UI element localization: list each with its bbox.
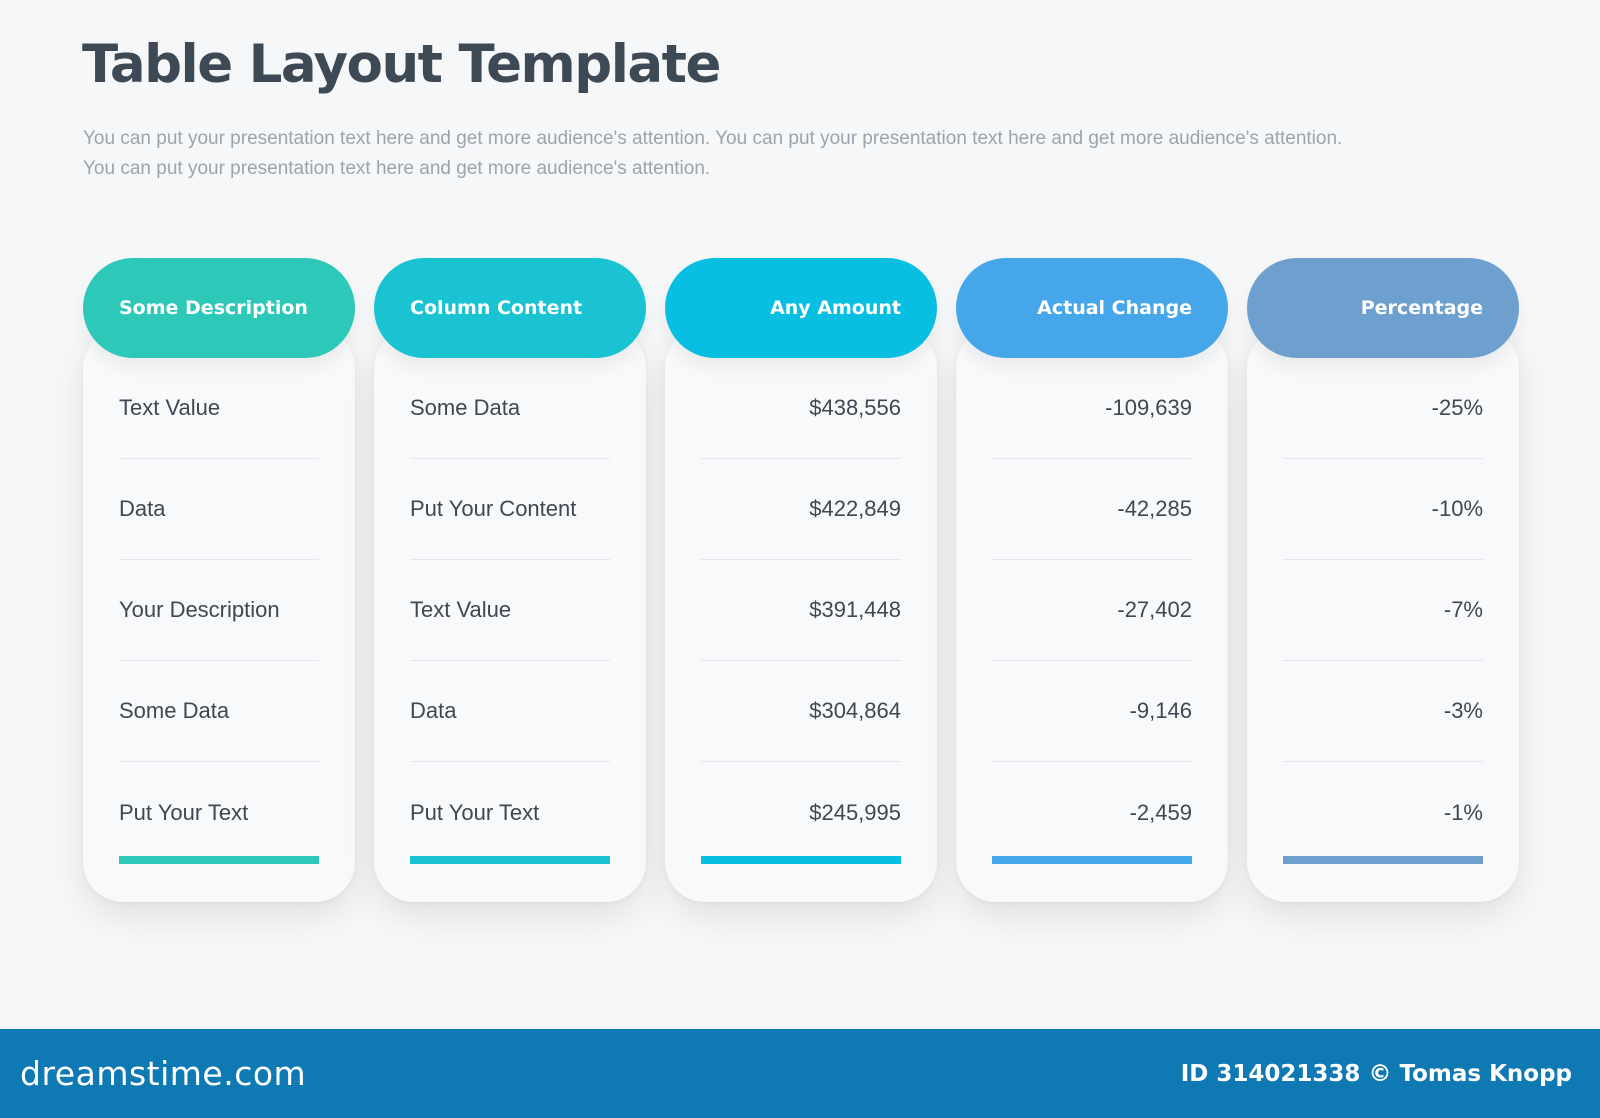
table-cell: Some Data [410,358,610,459]
table-cell: Your Description [119,560,319,661]
column-percentage: Percentage -25% -10% -7% -3% -1% [1247,258,1519,902]
table-cell: -3% [1283,661,1483,762]
table-cell: Data [410,661,610,762]
column-column-content: Column Content Some Data Put Your Conten… [374,258,646,902]
column-any-amount: Any Amount $438,556 $422,849 $391,448 $3… [665,258,937,902]
accent-bar [1283,856,1483,864]
table-cell: Put Your Content [410,459,610,560]
table-cell: $422,849 [701,459,901,560]
column-card [83,328,355,902]
table-cell: -10% [1283,459,1483,560]
table-cell: -42,285 [992,459,1192,560]
table-cell: Text Value [119,358,319,459]
table-cell: Put Your Text [119,799,249,825]
footer-bar: dreamstime.com ID 314021338 © Tomas Knop… [0,1029,1600,1118]
table-cell: Text Value [410,560,610,661]
table-cell: -25% [1283,358,1483,459]
accent-bar [119,856,319,864]
subtitle: You can put your presentation text here … [83,128,1343,179]
page-title: Table Layout Template [82,34,721,95]
table-cell: $391,448 [701,560,901,661]
table-cell: $438,556 [701,358,901,459]
table-cell: Some Data [119,661,319,762]
table-cell: -2,459 [1129,799,1192,825]
table-cell: -1% [1443,799,1483,825]
column-rows: Some Data Put Your Content Text Value Da… [410,358,610,863]
table-cell: $304,864 [701,661,901,762]
table-cell: $245,995 [809,799,901,825]
column-actual-change: Actual Change -109,639 -42,285 -27,402 -… [956,258,1228,902]
accent-bar [992,856,1192,864]
column-card [665,328,937,902]
accent-bar [701,856,901,864]
column-header: Percentage [1247,258,1519,358]
column-some-description: Some Description Text Value Data Your De… [83,258,355,902]
column-card [1247,328,1519,902]
column-rows: -25% -10% -7% -3% -1% [1283,358,1483,863]
column-rows: $438,556 $422,849 $391,448 $304,864 $245… [701,358,901,863]
table-cell: -109,639 [992,358,1192,459]
accent-bar [410,856,610,864]
table-cell: -27,402 [992,560,1192,661]
brand-logo: dreamstime.com [20,1054,307,1093]
table-cell: Data [119,459,319,560]
column-card [374,328,646,902]
image-credit: ID 314021338 © Tomas Knopp [1180,1060,1572,1087]
column-header: Actual Change [956,258,1228,358]
column-rows: -109,639 -42,285 -27,402 -9,146 -2,459 [992,358,1192,863]
table-cell: -7% [1283,560,1483,661]
data-table: Some Description Text Value Data Your De… [83,258,1519,902]
column-header: Some Description [83,258,355,358]
column-card [956,328,1228,902]
column-header: Column Content [374,258,646,358]
table-cell: -9,146 [992,661,1192,762]
table-cell: Put Your Text [410,799,540,825]
column-rows: Text Value Data Your Description Some Da… [119,358,319,863]
column-header: Any Amount [665,258,937,358]
